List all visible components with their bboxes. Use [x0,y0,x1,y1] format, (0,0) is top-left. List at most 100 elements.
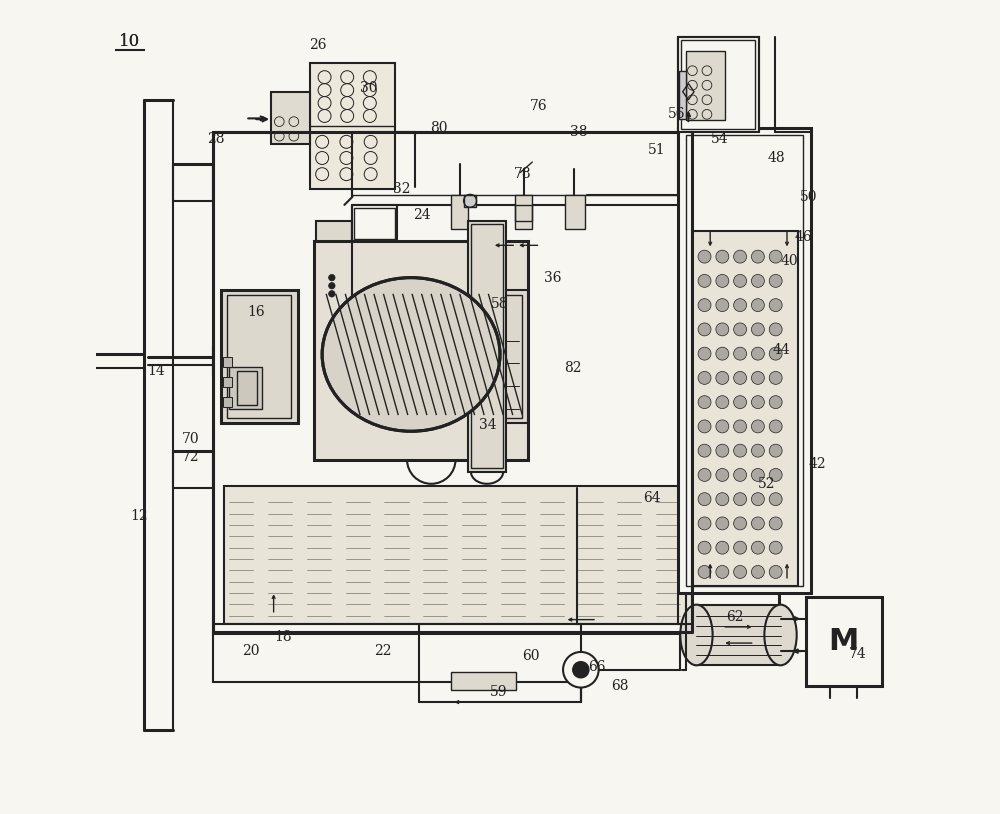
Bar [352,205,397,241]
Circle shape [716,517,729,530]
Circle shape [751,348,764,360]
Text: 78: 78 [514,167,531,182]
Text: 54: 54 [711,132,729,146]
Text: 28: 28 [207,132,224,146]
Circle shape [716,274,729,287]
Text: 48: 48 [768,151,785,165]
Circle shape [698,348,711,360]
Circle shape [698,444,711,457]
Circle shape [716,420,729,433]
Circle shape [769,250,782,263]
Circle shape [751,444,764,457]
Circle shape [751,420,764,433]
Bar [679,71,686,119]
Circle shape [769,517,782,530]
Circle shape [698,541,711,554]
Text: 10: 10 [119,33,140,50]
Text: 38: 38 [570,125,588,139]
Circle shape [734,420,747,433]
Bar [678,37,759,132]
Bar [221,290,298,423]
Bar [696,605,781,665]
Circle shape [734,250,747,263]
Circle shape [716,492,729,505]
Circle shape [769,348,782,360]
Text: 58: 58 [491,296,509,310]
Circle shape [734,444,747,457]
Text: 46: 46 [794,230,812,244]
Text: 40: 40 [781,255,798,269]
Circle shape [751,274,764,287]
Bar [223,377,232,387]
Bar [316,221,352,326]
Text: 24: 24 [413,208,430,221]
Text: 59: 59 [490,685,507,698]
Circle shape [734,468,747,481]
Text: 12: 12 [131,509,148,523]
Circle shape [751,468,764,481]
Bar [692,230,798,586]
Text: 30: 30 [360,81,378,94]
Ellipse shape [322,278,500,431]
Bar [383,243,407,261]
Text: 10: 10 [119,33,140,50]
Circle shape [734,517,747,530]
Text: 51: 51 [648,143,666,157]
Circle shape [698,274,711,287]
Circle shape [329,282,335,289]
Text: 22: 22 [374,644,392,659]
Bar [354,208,395,239]
Ellipse shape [680,605,713,665]
Circle shape [734,541,747,554]
Circle shape [698,492,711,505]
Bar [468,221,506,471]
Bar [223,357,232,366]
Text: 32: 32 [393,182,410,195]
Circle shape [698,323,711,336]
Text: 52: 52 [758,477,776,491]
Circle shape [769,541,782,554]
Text: 56: 56 [667,107,685,121]
Bar [515,195,532,230]
Text: 72: 72 [182,450,200,464]
Circle shape [751,250,764,263]
Circle shape [734,396,747,409]
Circle shape [751,517,764,530]
Circle shape [751,492,764,505]
Circle shape [716,396,729,409]
Circle shape [769,299,782,312]
Bar [565,195,585,230]
Bar [237,370,257,405]
Text: M: M [828,627,859,656]
Text: 20: 20 [242,644,260,659]
Text: 16: 16 [247,305,265,319]
Circle shape [751,299,764,312]
Circle shape [751,396,764,409]
Text: 42: 42 [808,457,826,470]
Circle shape [734,492,747,505]
Circle shape [751,541,764,554]
Circle shape [698,299,711,312]
Text: 68: 68 [611,679,628,693]
Bar [321,274,346,306]
Circle shape [734,299,747,312]
Circle shape [698,566,711,579]
Circle shape [716,468,729,481]
Circle shape [716,444,729,457]
Circle shape [329,274,335,281]
Circle shape [329,291,335,297]
Circle shape [769,396,782,409]
Text: 14: 14 [148,364,165,378]
Text: 34: 34 [479,418,497,431]
Circle shape [573,662,589,678]
Text: 82: 82 [564,361,582,375]
Text: 60: 60 [522,649,539,663]
Bar [224,486,692,624]
Circle shape [734,371,747,384]
Text: 66: 66 [588,660,606,674]
Bar [681,40,755,129]
Text: 26: 26 [309,37,327,52]
Ellipse shape [764,605,797,665]
Circle shape [716,299,729,312]
Text: 18: 18 [275,629,292,644]
